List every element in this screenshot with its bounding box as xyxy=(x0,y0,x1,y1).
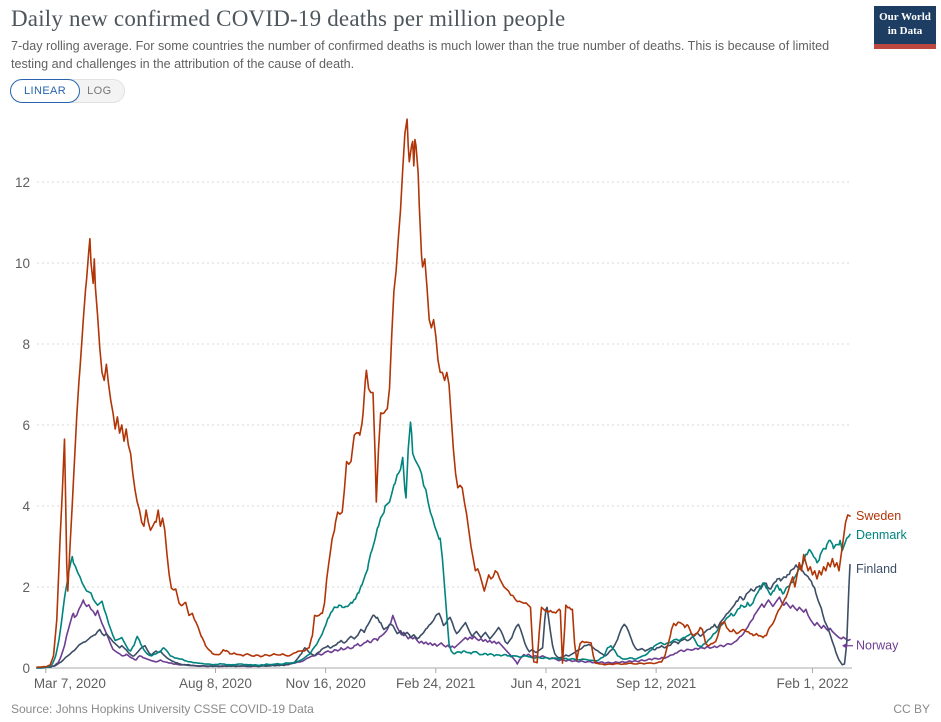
scale-toggle: LINEAR LOG xyxy=(10,79,125,103)
x-axis-tick-label: Aug 8, 2020 xyxy=(179,676,252,691)
y-axis-tick-label: 2 xyxy=(22,580,30,595)
series-end-label-denmark[interactable]: Denmark xyxy=(856,528,907,542)
x-axis-tick-label: Feb 1, 2022 xyxy=(777,676,849,691)
x-axis-tick-label: Nov 16, 2020 xyxy=(285,676,365,691)
norway-label-arrow-icon xyxy=(842,642,847,649)
chart-footer: Source: Johns Hopkins University CSSE CO… xyxy=(11,702,930,716)
linear-scale-button[interactable]: LINEAR xyxy=(10,79,81,103)
x-axis-tick-label: Jun 4, 2021 xyxy=(511,676,582,691)
y-axis-tick-label: 12 xyxy=(15,175,30,190)
y-axis-tick-label: 4 xyxy=(22,499,30,514)
series-line-finland[interactable] xyxy=(36,563,851,669)
x-axis-tick-label: Feb 24, 2021 xyxy=(396,676,476,691)
source-text: Source: Johns Hopkins University CSSE CO… xyxy=(11,702,314,716)
series-end-label-finland[interactable]: Finland xyxy=(856,562,897,576)
y-axis-tick-label: 0 xyxy=(22,661,30,676)
x-axis-tick-label: Sep 12, 2021 xyxy=(616,676,696,691)
y-axis-tick-label: 10 xyxy=(15,256,30,271)
y-axis-tick-label: 6 xyxy=(22,418,30,433)
owid-logo-line2: in Data xyxy=(887,24,923,37)
chart-header: Daily new confirmed COVID-19 deaths per … xyxy=(11,6,861,74)
series-line-sweden[interactable] xyxy=(36,118,851,668)
series-line-denmark[interactable] xyxy=(36,421,851,669)
series-end-label-norway[interactable]: Norway xyxy=(856,639,899,653)
owid-logo-line1: Our World xyxy=(879,11,931,23)
x-axis-tick-label: Mar 7, 2020 xyxy=(34,676,106,691)
owid-logo[interactable]: Our World in Data xyxy=(874,6,936,49)
series-end-label-sweden[interactable]: Sweden xyxy=(856,509,901,523)
license-link[interactable]: CC BY xyxy=(893,702,930,716)
y-axis-tick-label: 8 xyxy=(22,337,30,352)
chart-subtitle: 7-day rolling average. For some countrie… xyxy=(11,39,830,72)
page-title: Daily new confirmed COVID-19 deaths per … xyxy=(11,6,566,31)
series-line-norway[interactable] xyxy=(36,596,851,669)
